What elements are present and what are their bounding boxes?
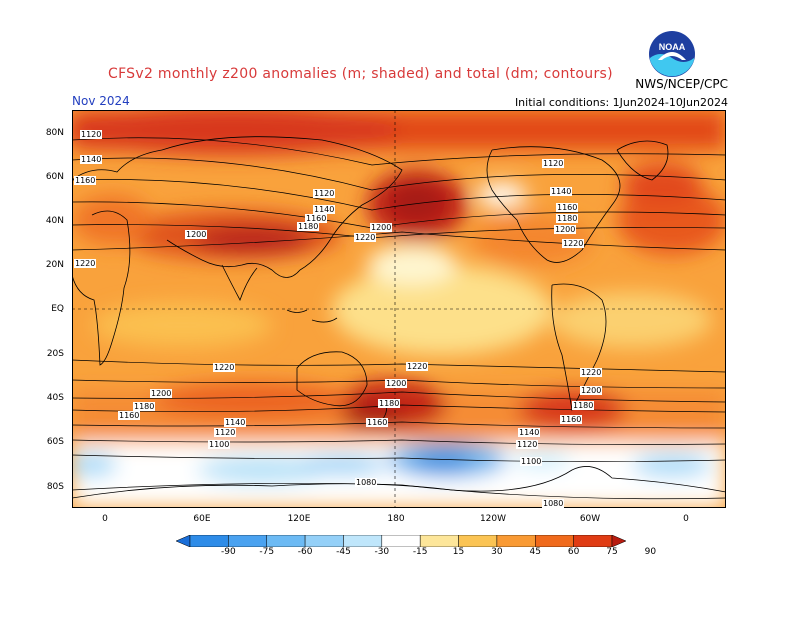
lat-label: 80N <box>45 128 64 138</box>
contour-label: 1160 <box>366 418 389 427</box>
contour-label: 1180 <box>378 399 401 408</box>
contour-label: 1080 <box>355 478 378 487</box>
colorbar-swatch <box>228 535 267 547</box>
contour-label: 1220 <box>354 233 377 242</box>
contour-label: 1120 <box>542 159 565 168</box>
lat-label: 80S <box>46 482 64 492</box>
lon-label: 120W <box>479 514 507 524</box>
lat-label: 60S <box>46 437 64 447</box>
colorbar-label: -30 <box>374 547 390 557</box>
colorbar-swatch <box>419 535 459 547</box>
contour-label: 1160 <box>556 203 579 212</box>
colorbar-swatch <box>266 535 306 547</box>
lon-label: 60W <box>579 514 601 524</box>
contour-label: 1140 <box>80 155 103 164</box>
colorbar-swatch <box>381 535 421 547</box>
map-title: CFSv2 monthly z200 anomalies (m; shaded)… <box>108 66 613 82</box>
contour-label: 1200 <box>150 389 173 398</box>
colorbar-swatch <box>535 535 574 547</box>
colorbar-label: 90 <box>644 547 657 557</box>
contour-label: 1200 <box>370 223 393 232</box>
contour-label: 1220 <box>580 368 603 377</box>
contour-label: 1140 <box>518 428 541 437</box>
noaa-logo-icon: NOAA <box>649 31 695 77</box>
colorbar-label: -60 <box>297 547 313 557</box>
contour-label: 1100 <box>208 440 231 449</box>
contour-label: 1180 <box>572 401 595 410</box>
lon-label: 0 <box>102 514 108 524</box>
colorbar-label: -15 <box>412 547 428 557</box>
contour-label: 1160 <box>74 176 97 185</box>
contour-label: 1200 <box>580 386 603 395</box>
colorbar-swatch <box>458 535 498 547</box>
contour-label: 1160 <box>560 415 583 424</box>
lat-label: 60N <box>45 172 64 182</box>
contour-label: 1120 <box>516 440 539 449</box>
agency-label: NWS/NCEP/CPC <box>635 77 728 91</box>
contour-label: 1080 <box>542 499 565 508</box>
lat-label: 20S <box>46 349 64 359</box>
contour-label: 1180 <box>133 402 156 411</box>
shaded-anomalies <box>72 110 726 508</box>
lon-label: 60E <box>193 514 211 524</box>
contour-label: 1140 <box>313 205 336 214</box>
colorbar <box>176 535 626 547</box>
colorbar-swatch <box>611 535 626 547</box>
colorbar-label: 15 <box>452 547 465 557</box>
contour-label: 1120 <box>313 189 336 198</box>
colorbar-swatch <box>189 535 229 547</box>
contour-label: 1220 <box>213 363 236 372</box>
lat-label: 40N <box>45 216 64 226</box>
initial-conditions: Initial conditions: 1Jun2024-10Jun2024 <box>514 96 728 109</box>
contour-label: 1120 <box>80 130 103 139</box>
contour-label: 1180 <box>297 222 320 231</box>
height-contours <box>72 137 726 500</box>
contour-label: 1160 <box>118 411 141 420</box>
colorbar-label: 75 <box>606 547 618 557</box>
contour-label: 1220 <box>406 362 429 371</box>
contour-label: 1160 <box>305 214 328 223</box>
contour-label: 1120 <box>214 428 237 437</box>
contour-label: 1140 <box>224 418 247 427</box>
colorbar-swatch <box>496 535 536 547</box>
colorbar-label: 30 <box>491 547 503 557</box>
colorbar-swatch <box>304 535 344 547</box>
contour-label: 1100 <box>520 457 543 466</box>
lat-label: EQ <box>51 304 64 314</box>
contour-label: 1140 <box>550 187 573 196</box>
anomaly-map <box>72 110 726 508</box>
lon-label: 120E <box>287 514 311 524</box>
colorbar-label: -45 <box>336 547 351 557</box>
contour-label: 1200 <box>554 225 577 234</box>
map-frame <box>72 110 726 508</box>
colorbar-swatch <box>176 535 191 547</box>
lon-label: 0 <box>683 514 689 524</box>
colorbar-label: 45 <box>529 547 541 557</box>
lat-label: 40S <box>46 393 64 403</box>
lat-label: 20N <box>45 260 64 270</box>
noaa-logo-text: NOAA <box>659 42 686 52</box>
contour-label: 1200 <box>185 230 208 239</box>
reference-lines <box>72 110 726 508</box>
contour-label: 1220 <box>74 259 97 268</box>
colorbar-swatch <box>573 535 613 547</box>
contour-label: 1180 <box>556 214 579 223</box>
colorbar-label: -75 <box>259 547 275 557</box>
forecast-month: Nov 2024 <box>72 94 130 108</box>
coastlines <box>72 136 726 499</box>
contour-label: 1220 <box>562 239 585 248</box>
colorbar-label: 60 <box>567 547 580 557</box>
colorbar-label: -90 <box>221 547 236 557</box>
lon-label: 180 <box>387 514 405 524</box>
colorbar-swatch <box>343 535 383 547</box>
contour-label: 1200 <box>385 379 408 388</box>
